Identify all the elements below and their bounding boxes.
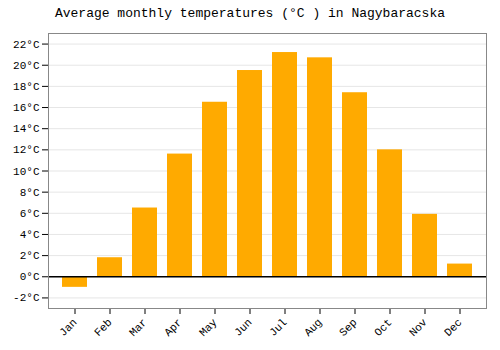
svg-text:Nov: Nov <box>407 316 430 339</box>
svg-text:0°C: 0°C <box>20 271 40 283</box>
svg-text:10°C: 10°C <box>13 166 40 178</box>
svg-text:-2°C: -2°C <box>13 292 40 304</box>
html-text:Average monthly temperatures (: Average monthly temperatures (°C ) in Na… <box>55 6 445 21</box>
svg-text:Aug: Aug <box>302 316 324 338</box>
svg-text:18°C: 18°C <box>13 81 40 93</box>
svg-text:Jan: Jan <box>57 316 79 338</box>
svg-text:Jul: Jul <box>267 316 289 338</box>
svg-text:20°C: 20°C <box>13 60 40 72</box>
svg-text:8°C: 8°C <box>20 187 40 199</box>
svg-text:Feb: Feb <box>92 316 114 338</box>
svg-text:14°C: 14°C <box>13 123 40 135</box>
svg-text:Jun: Jun <box>232 316 254 338</box>
svg-text:Sep: Sep <box>337 316 359 338</box>
svg-text:Oct: Oct <box>372 316 394 338</box>
svg-text:4°C: 4°C <box>20 229 40 241</box>
svg-text:6°C: 6°C <box>20 208 40 220</box>
svg-text:Dec: Dec <box>442 316 464 338</box>
svg-text:Apr: Apr <box>162 316 184 338</box>
svg-text:Mar: Mar <box>127 316 149 338</box>
svg-text:12°C: 12°C <box>13 144 40 156</box>
svg-text:May: May <box>197 316 220 339</box>
svg-text:2°C: 2°C <box>20 250 40 262</box>
svg-text:16°C: 16°C <box>13 102 40 114</box>
svg-text:22°C: 22°C <box>13 39 40 51</box>
